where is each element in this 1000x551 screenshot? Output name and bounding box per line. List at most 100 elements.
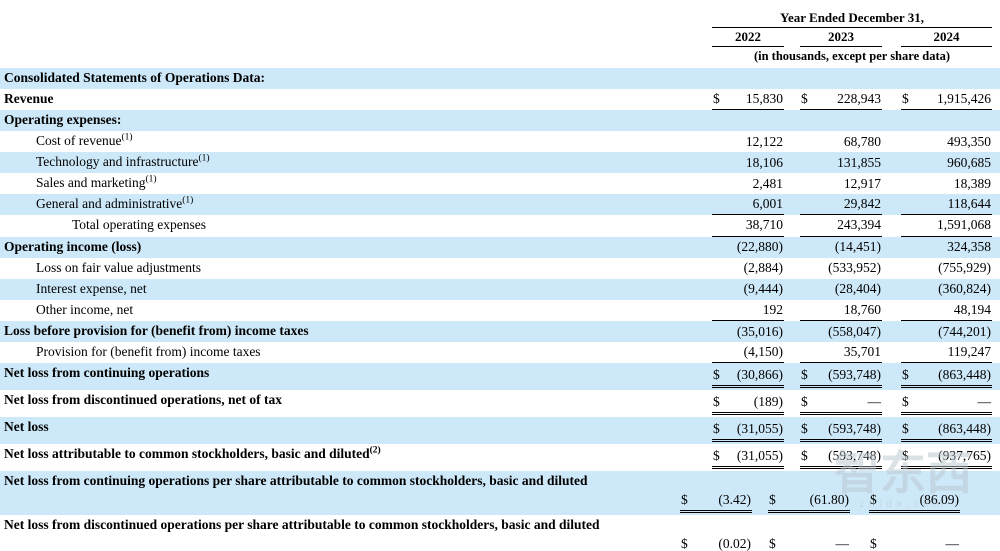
row-label-text: Provision for (benefit from) income taxe… <box>36 343 261 359</box>
footnote-superscript: (1) <box>121 132 133 143</box>
amount-text: 12,917 <box>843 176 881 191</box>
amount-text: 38,710 <box>745 217 783 233</box>
currency-symbol: $ <box>713 447 720 463</box>
value-cell-2023 <box>800 88 882 89</box>
amount-text: (14,451) <box>834 239 881 255</box>
row-label-text: General and administrative <box>36 196 183 212</box>
table-row: Interest expense, net (9,444) (28,404) (… <box>0 278 1000 300</box>
value-cell-2022: (22,880) <box>712 238 784 257</box>
row-label: Consolidated Statements of Operations Da… <box>0 69 712 88</box>
currency-symbol: $ <box>870 535 877 551</box>
header-spacer <box>0 10 712 64</box>
value-cell-2022: 192 <box>712 301 784 321</box>
currency-symbol: $ <box>713 420 720 436</box>
value-cell-2022: $15,830 <box>712 90 784 111</box>
row-label: Net loss from discontinued operations pe… <box>0 516 680 535</box>
value-cell-2024: $ (86.09) <box>869 491 960 514</box>
value-cell-2023: (533,952) <box>800 259 882 278</box>
year-2024-label: 2024 <box>901 29 992 47</box>
table-row: Net loss $ (31,055) $ (593,748) $ (863,448) <box>0 417 1000 445</box>
row-label-text: Loss on fair value adjustments <box>36 259 201 275</box>
units-note: (in thousands, except per share data) <box>753 49 951 63</box>
row-label: Loss before provision for (benefit from)… <box>0 322 712 341</box>
amount-text: (61.80) <box>809 491 849 507</box>
amount-text: (31,055) <box>736 447 783 463</box>
table-row: Operating income (loss) (22,880) (14,451… <box>0 236 1000 258</box>
table-column-header: Year Ended December 31, 2022 2023 2024 (… <box>0 0 1000 64</box>
row-label-text: Net loss from discontinued operations, n… <box>4 392 282 408</box>
value-cell-2023: $ (593,748) <box>800 420 882 443</box>
value-cell-2023: (28,404) <box>800 280 882 299</box>
row-label-text: Net loss from discontinued operations pe… <box>4 517 600 533</box>
table-row: Revenue $15,830 $228,943 $1,915,426 <box>0 89 1000 111</box>
amount-text: (4,150) <box>743 343 783 359</box>
value-cell-2024: $ — <box>901 393 992 416</box>
value-cell-2024: (744,201) <box>901 323 992 342</box>
amount-text: 493,350 <box>947 134 991 149</box>
amount-text: 18,389 <box>953 176 991 191</box>
table-row: Provision for (benefit from) income taxe… <box>0 342 1000 364</box>
currency-symbol: $ <box>902 393 909 409</box>
amount-text: 35,701 <box>843 343 881 359</box>
value-cell-2023: $ (593,748) <box>800 366 882 389</box>
amount-text: (755,929) <box>938 260 991 276</box>
value-cell-2022: 6,001 <box>712 195 784 216</box>
value-cell-2022: (4,150) <box>712 343 784 364</box>
table-row: Other income, net 192 18,760 48,194 <box>0 300 1000 321</box>
value-cell-2023: $ (61.80) <box>768 491 850 514</box>
value-cell-2022: $ (3.42) <box>680 491 752 514</box>
value-cell-2024: 48,194 <box>901 301 992 321</box>
row-label-text: Consolidated Statements of Operations Da… <box>4 70 265 85</box>
table-row: Total operating expenses 38,710 243,394 … <box>0 215 1000 237</box>
value-cell-2024: 493,350 <box>901 133 992 152</box>
amount-text: 68,780 <box>843 134 881 149</box>
amount-text: (593,748) <box>828 420 881 436</box>
row-label: Technology and infrastructure(1) <box>0 153 712 172</box>
currency-symbol: $ <box>902 91 909 106</box>
row-label-text: Net loss from continuing operations per … <box>4 473 588 489</box>
row-label-text: Loss before provision for (benefit from)… <box>4 322 309 338</box>
amount-text: (9,444) <box>743 281 783 297</box>
right-padding <box>992 29 1000 47</box>
amount-text: 29,842 <box>843 196 881 212</box>
amount-text: (593,748) <box>828 447 881 463</box>
value-cell-2023: $ — <box>768 535 850 551</box>
amount-text: — <box>945 535 960 551</box>
table-row: Loss on fair value adjustments (2,884) (… <box>0 258 1000 279</box>
amount-text: (937,765) <box>938 447 991 463</box>
row-label: Operating income (loss) <box>0 238 712 257</box>
footnote-superscript: (1) <box>145 174 157 185</box>
row-label-text: Net loss <box>4 419 49 435</box>
amount-text: (558,047) <box>828 323 881 339</box>
year-2023-label: 2023 <box>800 29 882 47</box>
row-label-text: Other income, net <box>36 301 134 317</box>
footnote-superscript: (1) <box>182 195 194 206</box>
table-row: Net loss attributable to common stockhol… <box>0 444 1000 471</box>
currency-symbol: $ <box>902 447 909 463</box>
row-label: Loss on fair value adjustments <box>0 259 712 278</box>
value-cell-2022 <box>712 88 784 89</box>
value-cell-2024: $ (937,765) <box>901 447 992 470</box>
row-label: Other income, net <box>0 301 712 320</box>
year-2022-label: 2022 <box>712 29 784 47</box>
row-label: Net loss <box>0 418 712 437</box>
amount-text: 1,591,068 <box>937 217 991 233</box>
value-cell-2023: $ — <box>800 393 882 416</box>
value-cell-2023: 68,780 <box>800 133 882 152</box>
amount-text: (3.42) <box>718 491 751 507</box>
currency-symbol: $ <box>713 91 720 106</box>
row-label-text: Revenue <box>4 91 54 106</box>
value-cell-2023: 12,917 <box>800 175 882 194</box>
amount-text: 48,194 <box>953 301 991 317</box>
value-cell-2022 <box>712 130 784 131</box>
amount-text: (863,448) <box>938 420 991 436</box>
value-cell-2024: (755,929) <box>901 259 992 278</box>
value-cell-2022: 38,710 <box>712 216 784 237</box>
amount-text: 960,685 <box>947 155 991 170</box>
value-cell-2024: $ (863,448) <box>901 420 992 443</box>
amount-text: 18,106 <box>745 155 783 170</box>
currency-symbol: $ <box>769 535 776 551</box>
row-label-text: Technology and infrastructure <box>36 154 199 170</box>
value-cell-2024: (360,824) <box>901 280 992 299</box>
currency-symbol: $ <box>713 366 720 382</box>
